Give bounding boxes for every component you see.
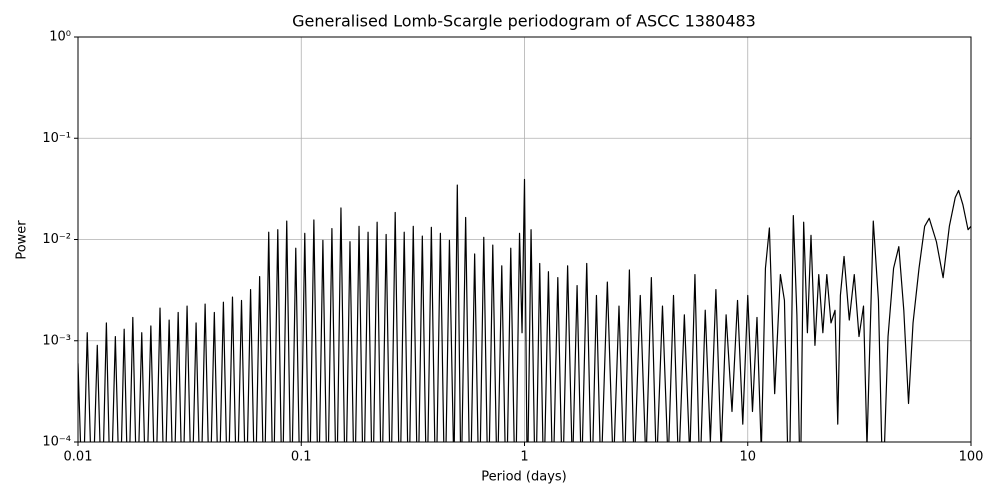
y-tick-label: 10⁻⁴ bbox=[42, 435, 71, 450]
x-tick-label: 1 bbox=[520, 450, 528, 465]
chart-title: Generalised Lomb-Scargle periodogram of … bbox=[292, 12, 756, 31]
x-tick-label: 0.01 bbox=[64, 450, 93, 465]
y-tick-label: 10⁻¹ bbox=[42, 131, 71, 146]
data-line bbox=[78, 178, 971, 442]
y-tick-label: 10⁰ bbox=[49, 30, 71, 45]
x-tick-label: 100 bbox=[959, 450, 984, 465]
plot-area bbox=[78, 178, 971, 442]
y-tick-label: 10⁻² bbox=[42, 232, 71, 247]
plot-frame bbox=[77, 36, 972, 443]
y-axis-label: Power bbox=[15, 220, 30, 260]
x-tick-label: 0.1 bbox=[291, 450, 312, 465]
x-tick-label: 10 bbox=[739, 450, 756, 465]
y-tick-label: 10⁻³ bbox=[42, 333, 71, 348]
x-axis-label: Period (days) bbox=[481, 470, 567, 485]
